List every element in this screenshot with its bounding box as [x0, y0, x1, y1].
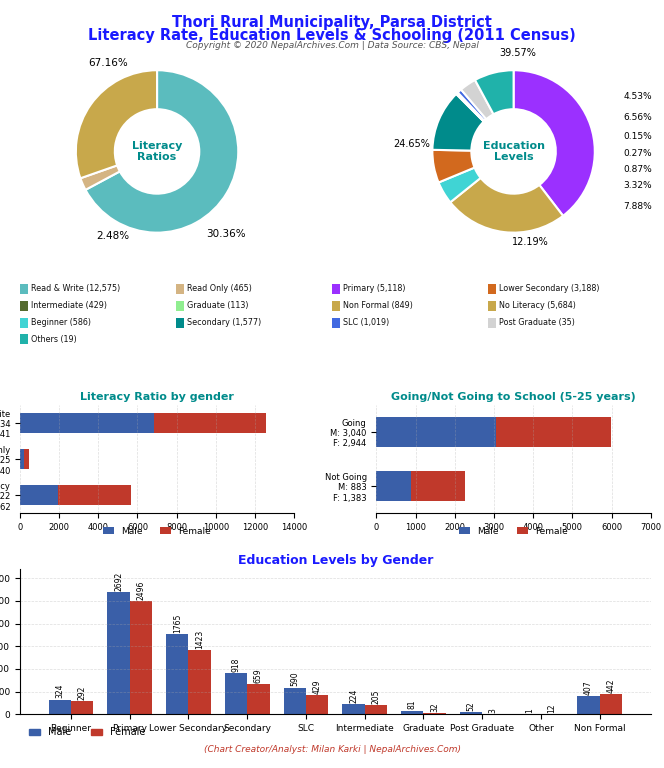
Title: Literacy Ratio by gender: Literacy Ratio by gender — [80, 392, 234, 402]
Text: Post Graduate (35): Post Graduate (35) — [499, 318, 574, 327]
Text: 81: 81 — [408, 700, 417, 710]
Wedge shape — [450, 178, 563, 233]
Wedge shape — [76, 70, 157, 178]
Text: 659: 659 — [254, 669, 263, 684]
Bar — [189, 650, 210, 714]
Text: (Chart Creator/Analyst: Milan Karki | NepalArchives.Com): (Chart Creator/Analyst: Milan Karki | Ne… — [203, 745, 461, 754]
Wedge shape — [457, 92, 485, 121]
Wedge shape — [80, 165, 120, 190]
Text: Read Only (465): Read Only (465) — [187, 284, 252, 293]
Text: 442: 442 — [606, 679, 616, 693]
Text: Primary (5,118): Primary (5,118) — [343, 284, 405, 293]
Bar — [25, 449, 29, 469]
Text: 3: 3 — [489, 708, 498, 713]
Text: Secondary (1,577): Secondary (1,577) — [187, 318, 261, 327]
Text: 1765: 1765 — [173, 614, 182, 633]
Text: Others (19): Others (19) — [31, 335, 76, 344]
Bar — [460, 712, 482, 714]
Text: 2.48%: 2.48% — [96, 231, 129, 241]
Bar — [166, 634, 189, 714]
Text: 0.87%: 0.87% — [623, 165, 652, 174]
Bar — [411, 472, 465, 501]
Bar — [343, 704, 365, 714]
Text: 2692: 2692 — [114, 572, 123, 591]
Text: 7.88%: 7.88% — [623, 202, 652, 211]
Bar — [58, 485, 131, 505]
Text: 52: 52 — [467, 701, 475, 710]
Bar — [225, 673, 247, 714]
Legend: Male, Female: Male, Female — [25, 723, 149, 741]
Text: 32: 32 — [430, 702, 439, 712]
Wedge shape — [461, 80, 493, 119]
Text: 12: 12 — [548, 703, 556, 713]
Bar — [376, 417, 495, 447]
Text: 12.19%: 12.19% — [511, 237, 548, 247]
Text: Literacy
Ratios: Literacy Ratios — [132, 141, 182, 162]
Bar — [48, 700, 71, 714]
Text: 3.32%: 3.32% — [623, 181, 652, 190]
Wedge shape — [432, 150, 475, 183]
Text: Intermediate (429): Intermediate (429) — [31, 301, 106, 310]
Text: 590: 590 — [290, 672, 299, 687]
Bar — [71, 701, 93, 714]
Bar — [20, 449, 25, 469]
Text: Graduate (113): Graduate (113) — [187, 301, 248, 310]
Text: 918: 918 — [232, 657, 240, 671]
Text: Beginner (586): Beginner (586) — [31, 318, 90, 327]
Text: 205: 205 — [371, 690, 380, 703]
Text: 6.56%: 6.56% — [623, 113, 652, 122]
Text: 1: 1 — [525, 708, 535, 713]
Text: 429: 429 — [313, 679, 321, 694]
Bar — [401, 710, 424, 714]
Text: Lower Secondary (3,188): Lower Secondary (3,188) — [499, 284, 599, 293]
Bar — [376, 472, 411, 501]
Bar — [154, 412, 266, 432]
Wedge shape — [86, 70, 238, 233]
Text: 324: 324 — [55, 684, 64, 698]
Text: Literacy Rate, Education Levels & Schooling (2011 Census): Literacy Rate, Education Levels & School… — [88, 28, 576, 44]
Bar — [365, 705, 387, 714]
Bar — [284, 687, 306, 714]
Legend: Male, Female: Male, Female — [456, 523, 572, 539]
Text: Non Formal (849): Non Formal (849) — [343, 301, 412, 310]
Text: 2496: 2496 — [136, 581, 145, 600]
Text: 0.15%: 0.15% — [623, 132, 652, 141]
Title: Going/Not Going to School (5-25 years): Going/Not Going to School (5-25 years) — [391, 392, 636, 402]
Text: SLC (1,019): SLC (1,019) — [343, 318, 389, 327]
Bar — [306, 695, 328, 714]
Bar — [495, 417, 611, 447]
Text: 30.36%: 30.36% — [207, 229, 246, 239]
Text: 24.65%: 24.65% — [394, 139, 430, 149]
Text: Thori Rural Municipality, Parsa District: Thori Rural Municipality, Parsa District — [172, 15, 492, 31]
Wedge shape — [513, 70, 595, 216]
Text: 39.57%: 39.57% — [499, 48, 536, 58]
Text: 407: 407 — [584, 680, 593, 695]
Bar — [247, 684, 270, 714]
Wedge shape — [438, 167, 481, 202]
Legend: Male, Female: Male, Female — [99, 523, 215, 539]
Text: 4.53%: 4.53% — [623, 91, 652, 101]
Text: Copyright © 2020 NepalArchives.Com | Data Source: CBS, Nepal: Copyright © 2020 NepalArchives.Com | Dat… — [185, 41, 479, 51]
Bar — [20, 485, 58, 505]
Text: No Literacy (5,684): No Literacy (5,684) — [499, 301, 576, 310]
Bar — [600, 694, 622, 714]
Text: 67.16%: 67.16% — [88, 58, 128, 68]
Text: Education
Levels: Education Levels — [483, 141, 544, 162]
Text: 224: 224 — [349, 689, 358, 703]
Title: Education Levels by Gender: Education Levels by Gender — [238, 554, 433, 567]
Wedge shape — [475, 70, 513, 114]
Wedge shape — [457, 90, 486, 121]
Bar — [108, 592, 129, 714]
Text: 1423: 1423 — [195, 629, 204, 649]
Wedge shape — [456, 94, 484, 121]
Bar — [129, 601, 152, 714]
Bar — [20, 412, 154, 432]
Text: Read & Write (12,575): Read & Write (12,575) — [31, 284, 120, 293]
Wedge shape — [432, 94, 484, 151]
Bar — [578, 696, 600, 714]
Text: 292: 292 — [78, 686, 86, 700]
Bar — [424, 713, 446, 714]
Text: 0.27%: 0.27% — [623, 148, 652, 157]
